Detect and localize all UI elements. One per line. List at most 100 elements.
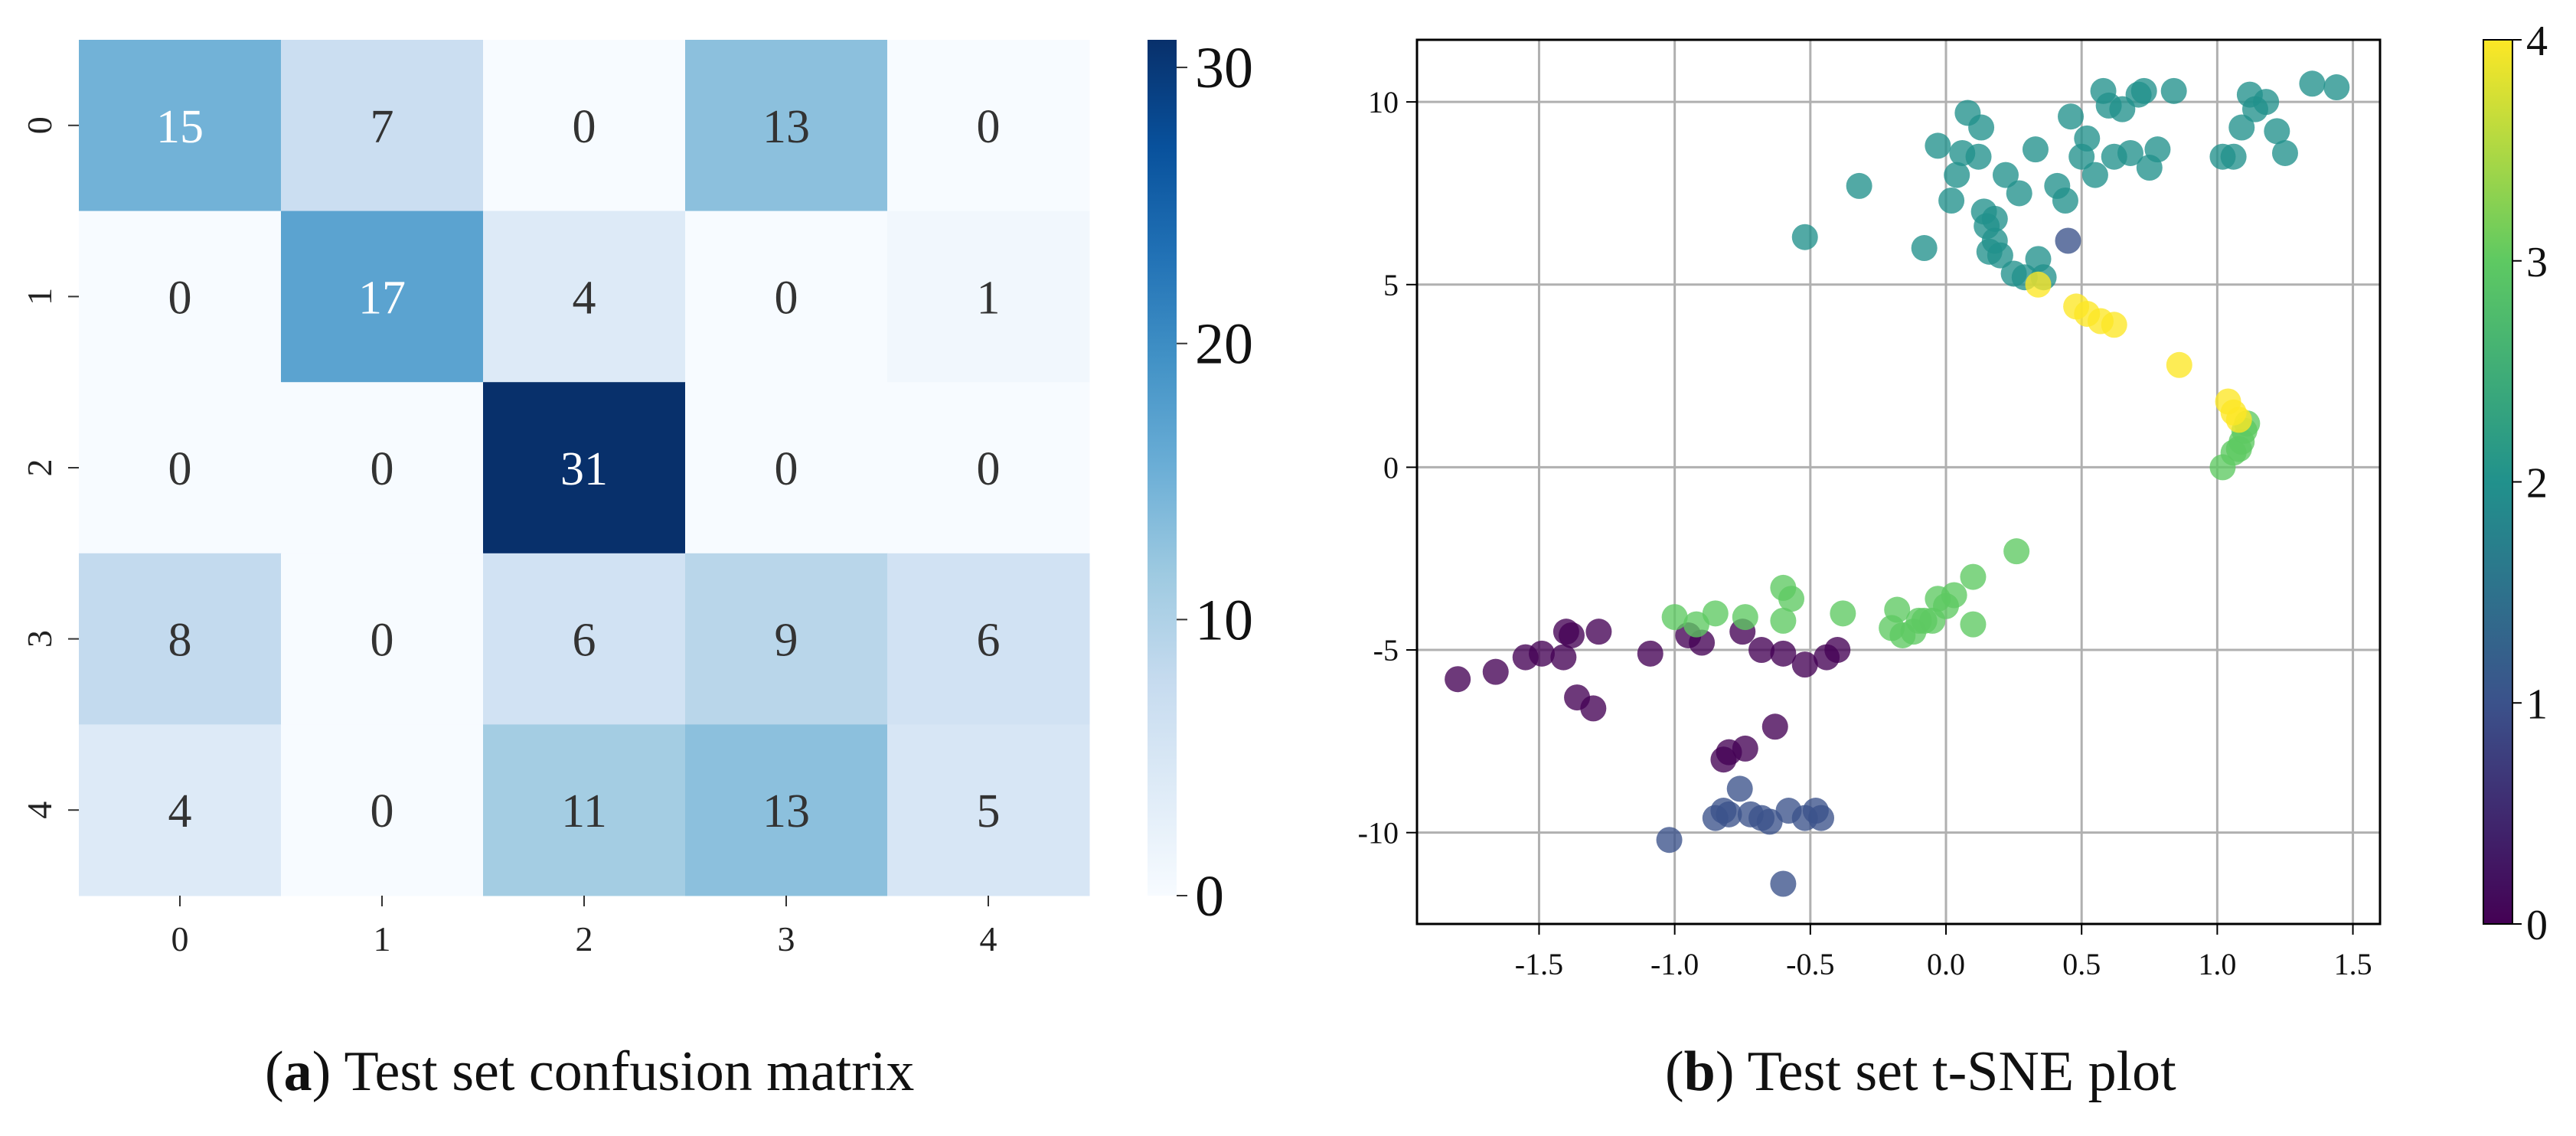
scatter-point-class-0 bbox=[1558, 622, 1585, 648]
scatter-point-class-1 bbox=[1756, 808, 1783, 835]
heatmap-cell bbox=[887, 382, 1090, 554]
heatmap-ticks: 0 1 2 3 4 0 1 2 3 4 bbox=[20, 116, 997, 958]
scatter-point-class-2 bbox=[1992, 162, 2019, 188]
caption-a-label: a bbox=[283, 1040, 312, 1103]
scatter-point-class-2 bbox=[2058, 103, 2085, 130]
scatter-point-class-1 bbox=[1656, 827, 1683, 854]
scatter-point-class-2 bbox=[2323, 74, 2350, 101]
scatter-colorbar-tick-label: 3 bbox=[2526, 239, 2548, 286]
scatter-point-class-1 bbox=[2055, 227, 2081, 254]
heatmap-y-tick-label: 0 bbox=[20, 116, 59, 134]
scatter-colorbar-tick-label: 0 bbox=[2526, 902, 2548, 949]
scatter-colorbar-tick-label: 2 bbox=[2526, 460, 2548, 508]
heatmap-cell bbox=[281, 211, 484, 383]
heatmap-cell bbox=[281, 40, 484, 212]
scatter-point-class-0 bbox=[1824, 637, 1851, 664]
heatmap-y-tick-label: 3 bbox=[20, 630, 59, 648]
heatmap-y-tick-label: 4 bbox=[20, 801, 59, 819]
scatter-point-class-2 bbox=[1938, 188, 1965, 214]
scatter-point-class-2 bbox=[2074, 125, 2101, 152]
heatmap-cell-label: 0 bbox=[977, 443, 1001, 495]
heatmap-cell bbox=[79, 553, 282, 725]
heatmap-colorbar-tick-label: 10 bbox=[1195, 588, 1253, 652]
caption-b: (b) Test set t-SNE plot bbox=[1665, 1040, 2176, 1103]
scatter-y-tick-label: 5 bbox=[1383, 268, 1399, 302]
scatter-point-class-3 bbox=[1830, 600, 1856, 627]
heatmap-cell-label: 13 bbox=[762, 101, 810, 153]
scatter-point-class-0 bbox=[1791, 651, 1818, 678]
scatter-point-class-3 bbox=[1884, 596, 1911, 623]
heatmap-y-tick-label: 2 bbox=[20, 459, 59, 477]
scatter-point-class-2 bbox=[2228, 114, 2255, 141]
scatter-point-class-3 bbox=[1732, 604, 1758, 631]
scatter-y-tick-label: 0 bbox=[1383, 450, 1399, 485]
heatmap-colorbar-tick-label: 0 bbox=[1195, 864, 1224, 929]
scatter-point-class-2 bbox=[2253, 89, 2280, 116]
scatter-point-class-2 bbox=[2052, 188, 2078, 214]
caption-b-text: Test set t-SNE plot bbox=[1734, 1040, 2176, 1103]
heatmap-cell bbox=[887, 724, 1090, 896]
scatter-point-class-0 bbox=[1761, 713, 1788, 740]
scatter-point-class-2 bbox=[1987, 242, 2013, 269]
heatmap-cell-label: 5 bbox=[977, 785, 1001, 837]
scatter-point-class-2 bbox=[2130, 77, 2157, 104]
scatter-point-class-2 bbox=[1981, 205, 2008, 232]
heatmap-cell-label: 0 bbox=[775, 272, 798, 324]
heatmap-cell bbox=[79, 724, 282, 896]
heatmap-x-tick-label: 4 bbox=[980, 919, 997, 958]
caption-b-label: b bbox=[1683, 1040, 1716, 1103]
scatter-x-tick-label: 1.5 bbox=[2334, 947, 2372, 981]
scatter-x-tick-label: 1.0 bbox=[2198, 947, 2236, 981]
scatter-point-class-2 bbox=[2271, 139, 2298, 166]
heatmap-cell-label: 0 bbox=[168, 443, 192, 495]
heatmap-x-tick-label: 0 bbox=[171, 919, 189, 958]
heatmap-cell-label: 4 bbox=[168, 785, 192, 837]
heatmap-cell-label: 6 bbox=[573, 615, 596, 667]
scatter-point-class-2 bbox=[1791, 224, 1818, 250]
scatter-point-class-3 bbox=[2003, 538, 2030, 565]
scatter-point-class-3 bbox=[1770, 607, 1797, 634]
scatter-colorbar-ticks: 0 1 2 3 4 bbox=[2512, 18, 2548, 949]
scatter-point-class-3 bbox=[1702, 600, 1729, 627]
heatmap-cell-label: 0 bbox=[371, 443, 394, 495]
scatter-y-tick-label: -5 bbox=[1373, 633, 1399, 668]
heatmap-cell-label: 0 bbox=[168, 272, 192, 324]
heatmap-cell bbox=[483, 211, 686, 383]
scatter-frame bbox=[1415, 38, 2382, 925]
heatmap-cell-label: 31 bbox=[560, 443, 608, 495]
heatmap-cell-label: 7 bbox=[371, 101, 394, 153]
scatter-point-class-2 bbox=[1911, 235, 1938, 262]
scatter-y-tick-label: 10 bbox=[1368, 85, 1399, 119]
scatter-point-class-0 bbox=[1445, 666, 1471, 693]
heatmap-cell bbox=[483, 382, 686, 554]
scatter-y-tick-label: -10 bbox=[1358, 816, 1399, 850]
scatter-point-class-2 bbox=[2220, 143, 2247, 170]
heatmap-cell-label: 4 bbox=[573, 272, 596, 324]
scatter-colorbar-tick-label: 4 bbox=[2526, 18, 2548, 65]
heatmap-cell-label: 0 bbox=[775, 443, 798, 495]
heatmap-cell-label: 8 bbox=[168, 615, 192, 667]
scatter-point-class-2 bbox=[2264, 118, 2290, 145]
scatter-point-class-0 bbox=[1580, 695, 1607, 722]
heatmap-cell bbox=[483, 724, 686, 896]
scatter-point-class-1 bbox=[1726, 775, 1753, 802]
heatmap-cell-label: 0 bbox=[977, 101, 1001, 153]
scatter-point-class-0 bbox=[1637, 640, 1663, 667]
heatmap-x-tick-label: 3 bbox=[778, 919, 795, 958]
scatter-plot-area bbox=[1417, 40, 2380, 924]
scatter-point-class-2 bbox=[2299, 70, 2326, 97]
caption-a-text: Test set confusion matrix bbox=[331, 1040, 915, 1103]
heatmap-colorbar bbox=[1148, 40, 1177, 896]
scatter-point-class-2 bbox=[1925, 132, 1951, 159]
heatmap-colorbar-tick-label: 20 bbox=[1195, 312, 1253, 377]
heatmap-cell bbox=[79, 40, 282, 212]
heatmap-cell bbox=[281, 553, 484, 725]
heatmap-cell bbox=[685, 553, 888, 725]
scatter-point-class-0 bbox=[1482, 658, 1509, 685]
scatter-x-tick-label: -0.5 bbox=[1786, 947, 1834, 981]
heatmap-cell bbox=[79, 382, 282, 554]
heatmap-cell-label: 0 bbox=[371, 785, 394, 837]
scatter-point-class-4 bbox=[2225, 406, 2252, 433]
scatter-colorbar bbox=[2483, 39, 2513, 925]
